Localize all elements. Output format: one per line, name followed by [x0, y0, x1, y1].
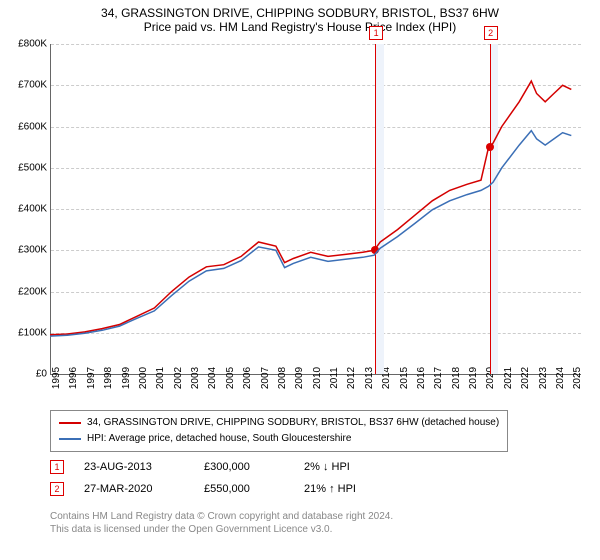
- chart-subtitle: Price paid vs. HM Land Registry's House …: [0, 20, 600, 34]
- sale-diff: 21% ↑ HPI: [304, 483, 404, 495]
- marker-number-box: 2: [484, 26, 498, 40]
- sale-date: 27-MAR-2020: [84, 483, 184, 495]
- sale-date: 23-AUG-2013: [84, 461, 184, 473]
- sale-number-box: 2: [50, 482, 64, 496]
- y-axis-label: £100K: [18, 327, 47, 338]
- footer-line-2: This data is licensed under the Open Gov…: [50, 523, 393, 536]
- legend-label: HPI: Average price, detached house, Sout…: [87, 431, 351, 447]
- y-axis-label: £400K: [18, 204, 47, 215]
- line-series-svg: [50, 44, 580, 374]
- footer-attribution: Contains HM Land Registry data © Crown c…: [50, 510, 393, 536]
- y-axis-label: £600K: [18, 121, 47, 132]
- sale-row: 1 23-AUG-2013 £300,000 2% ↓ HPI: [50, 456, 404, 478]
- y-axis-label: £800K: [18, 39, 47, 50]
- series-hpi: [50, 131, 571, 337]
- chart-container: 34, GRASSINGTON DRIVE, CHIPPING SODBURY,…: [0, 0, 600, 560]
- footer-line-1: Contains HM Land Registry data © Crown c…: [50, 510, 393, 523]
- chart-area: £0£100K£200K£300K£400K£500K£600K£700K£80…: [50, 44, 580, 374]
- y-axis-label: £500K: [18, 162, 47, 173]
- legend: 34, GRASSINGTON DRIVE, CHIPPING SODBURY,…: [50, 410, 508, 452]
- legend-item: 34, GRASSINGTON DRIVE, CHIPPING SODBURY,…: [59, 415, 499, 431]
- legend-item: HPI: Average price, detached house, Sout…: [59, 431, 499, 447]
- sale-price: £300,000: [204, 461, 284, 473]
- sale-diff: 2% ↓ HPI: [304, 461, 404, 473]
- series-property: [50, 81, 571, 335]
- legend-label: 34, GRASSINGTON DRIVE, CHIPPING SODBURY,…: [87, 415, 499, 431]
- chart-title: 34, GRASSINGTON DRIVE, CHIPPING SODBURY,…: [0, 6, 600, 20]
- legend-swatch: [59, 438, 81, 440]
- legend-swatch: [59, 422, 81, 424]
- sale-number-box: 1: [50, 460, 64, 474]
- sales-table: 1 23-AUG-2013 £300,000 2% ↓ HPI 2 27-MAR-2020…: [50, 456, 404, 500]
- y-axis-label: £300K: [18, 245, 47, 256]
- y-axis-label: £200K: [18, 286, 47, 297]
- y-axis-label: £700K: [18, 80, 47, 91]
- y-axis-label: £0: [36, 369, 47, 380]
- marker-number-box: 1: [369, 26, 383, 40]
- title-block: 34, GRASSINGTON DRIVE, CHIPPING SODBURY,…: [0, 0, 600, 36]
- sale-price: £550,000: [204, 483, 284, 495]
- sale-row: 2 27-MAR-2020 £550,000 21% ↑ HPI: [50, 478, 404, 500]
